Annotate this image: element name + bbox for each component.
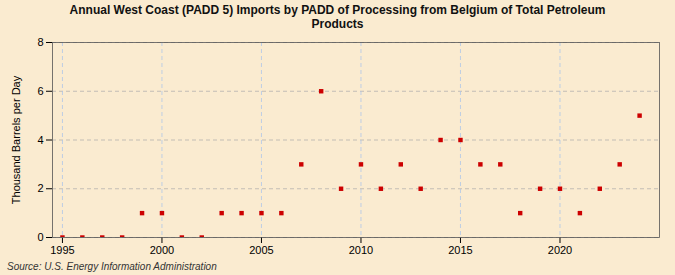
svg-text:2015: 2015 xyxy=(448,244,472,256)
svg-text:1995: 1995 xyxy=(50,244,74,256)
svg-text:0: 0 xyxy=(37,231,43,243)
html-text:Annual West Coast (PADD 5) Imp: Annual West Coast (PADD 5) Imports by PA… xyxy=(69,3,606,32)
svg-text:4: 4 xyxy=(37,133,43,145)
svg-text:2020: 2020 xyxy=(548,244,572,256)
svg-text:2000: 2000 xyxy=(150,244,174,256)
svg-text:2: 2 xyxy=(37,182,43,194)
svg-text:Thousand Barrels per Day: Thousand Barrels per Day xyxy=(10,75,22,204)
html-text:Source: U.S. Energy Informatio: Source: U.S. Energy Information Administ… xyxy=(7,260,217,272)
svg-text:8: 8 xyxy=(37,36,43,48)
svg-text:6: 6 xyxy=(37,85,43,97)
svg-text:2010: 2010 xyxy=(349,244,373,256)
svg-text:2005: 2005 xyxy=(249,244,273,256)
